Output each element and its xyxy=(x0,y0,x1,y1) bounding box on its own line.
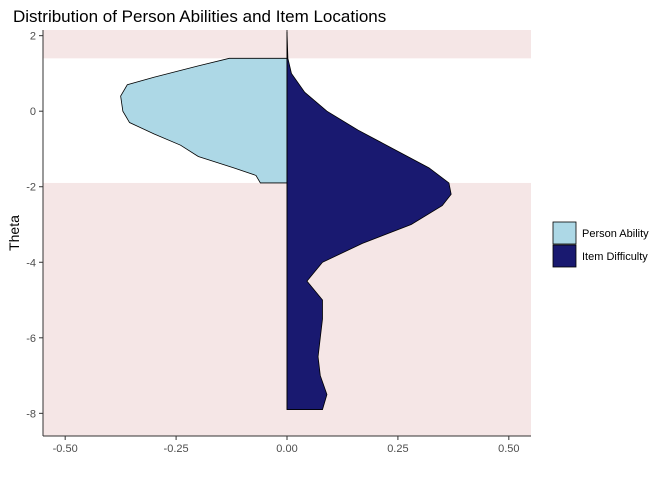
legend-label: Person Ability xyxy=(582,228,649,240)
x-tick-label: -0.50 xyxy=(53,443,78,455)
y-tick-label: -8 xyxy=(26,408,36,420)
y-tick-label: 0 xyxy=(30,106,36,118)
axes: 2 0 -2 -4 -6 -8 -0.50 -0.25 0.00 0.25 0.50 xyxy=(26,30,531,455)
series-layer xyxy=(120,31,452,410)
plot-area xyxy=(43,30,531,436)
chart-title: Distribution of Person Abilities and Ite… xyxy=(13,7,386,26)
y-ticks: 2 0 -2 -4 -6 -8 xyxy=(26,31,43,420)
x-ticks: -0.50 -0.25 0.00 0.25 0.50 xyxy=(53,436,520,455)
series-person-ability-area xyxy=(120,57,288,184)
y-axis-title: Theta xyxy=(6,215,22,251)
y-tick-label: -4 xyxy=(26,257,36,269)
legend-swatch xyxy=(552,221,577,245)
series-item-difficulty-area xyxy=(286,31,452,410)
y-tick-label: -6 xyxy=(26,333,36,345)
y-tick-label: -2 xyxy=(26,182,36,194)
x-tick-label: 0.00 xyxy=(276,443,297,455)
legend: Person Ability Item Difficulty xyxy=(552,221,649,268)
x-tick-label: 0.50 xyxy=(498,443,519,455)
x-tick-label: 0.25 xyxy=(387,443,408,455)
legend-label: Item Difficulty xyxy=(582,251,648,263)
x-tick-label: -0.25 xyxy=(164,443,189,455)
y-tick-label: 2 xyxy=(30,31,36,43)
legend-swatch xyxy=(552,244,577,268)
